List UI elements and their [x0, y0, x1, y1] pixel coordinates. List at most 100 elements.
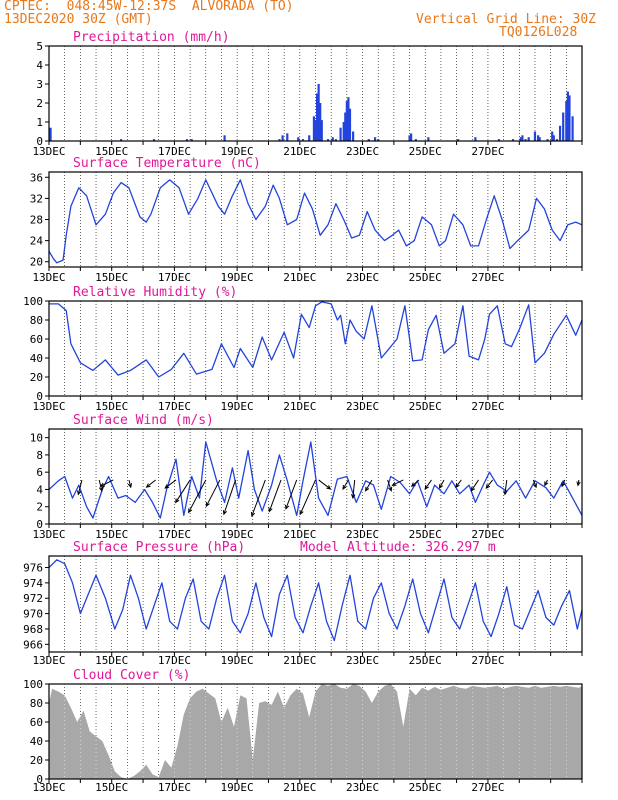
x-tick-label: 19DEC: [221, 528, 254, 541]
x-tick-label: 13DEC: [32, 400, 65, 413]
wind-arrow: [365, 479, 373, 492]
y-tick-label: 968: [23, 623, 43, 636]
x-tick-label: 25DEC: [409, 271, 442, 284]
wind-arrowhead: [424, 484, 429, 490]
series-line-wind: [48, 441, 583, 519]
x-tick-label: 23DEC: [346, 781, 379, 794]
precip-bar: [286, 133, 289, 141]
wind-arrow: [223, 479, 237, 515]
wind-arrowhead: [342, 484, 347, 490]
y-tick-label: 5: [36, 40, 43, 53]
precip-bar: [331, 137, 334, 141]
precip-bar: [120, 139, 123, 141]
precip-bar: [568, 95, 571, 141]
x-tick-label: 27DEC: [471, 781, 504, 794]
y-tick-label: 966: [23, 638, 43, 651]
wind-arrowhead: [285, 504, 290, 510]
precip-bar: [519, 137, 522, 141]
precip-bar: [185, 139, 189, 141]
y-tick-label: 972: [23, 592, 43, 605]
x-tick-label: 15DEC: [95, 654, 128, 667]
panel-pressure: 966 968 970 972 974 976 13DEC 15DEC 17DEC 19DEC 21…: [23, 540, 583, 667]
y-tick-label: 2: [36, 97, 43, 110]
panel-title: Surface Pressure (hPa): [73, 540, 245, 555]
y-tick-label: 40: [30, 352, 43, 365]
panel-precip: 0 1 2 3 4 5 13DEC 15DEC 17DEC 19DEC 21DEC 23DEC 25DE…: [32, 30, 583, 158]
x-tick-label: 21DEC: [283, 781, 316, 794]
y-tick-label: 974: [23, 577, 43, 590]
y-tick-label: 20: [30, 256, 43, 269]
y-tick-label: 20: [30, 754, 43, 767]
wind-arrow: [205, 479, 221, 507]
y-tick-label: 100: [23, 678, 43, 691]
precip-bar: [347, 97, 350, 141]
wind-arrow: [299, 479, 316, 515]
series-line-temp: [48, 179, 583, 264]
panel-frame: [48, 45, 583, 142]
wind-arrow: [387, 479, 392, 491]
y-tick-label: 40: [30, 735, 43, 748]
wind-arrowhead: [222, 510, 228, 516]
precip-bar: [317, 84, 320, 141]
x-tick-label: 13DEC: [32, 528, 65, 541]
precip-bar: [352, 131, 355, 141]
run-code: TQ0126L028: [499, 25, 578, 40]
y-tick-label: 32: [30, 192, 43, 205]
wind-arrowhead: [127, 483, 133, 489]
x-tick-label: 15DEC: [95, 528, 128, 541]
series-line-humidity: [49, 301, 583, 378]
y-tick-label: 10: [30, 432, 43, 445]
x-tick-label: 23DEC: [346, 654, 379, 667]
wind-arrow: [470, 479, 479, 492]
precip-bar: [223, 135, 226, 141]
wind-arrow: [392, 479, 404, 486]
x-tick-label: 27DEC: [471, 528, 504, 541]
panel-cloud: 0 20 40 60 80 100 13DEC 15DEC 17DEC 19DEC 21DEC 23D…: [23, 668, 583, 794]
y-tick-label: 6: [36, 466, 43, 479]
precip-bar: [566, 91, 569, 141]
wind-arrowhead: [145, 483, 151, 488]
wind-arrowhead: [250, 511, 256, 518]
precip-bar: [342, 122, 345, 141]
y-tick-label: 0: [36, 773, 43, 786]
y-tick-label: 2: [36, 501, 43, 514]
wind-arrowhead: [175, 498, 180, 504]
wind-arrow: [164, 479, 177, 489]
precip-bar: [281, 135, 284, 141]
precip-bar: [538, 137, 541, 141]
wind-arrowhead: [188, 508, 193, 514]
wind-arrowhead: [455, 483, 460, 489]
wind-arrow: [504, 479, 508, 495]
wind-arrowhead: [351, 494, 356, 500]
precip-bar: [373, 137, 377, 141]
precip-bar: [410, 133, 413, 141]
precip-bar: [278, 139, 281, 141]
wind-arrowhead: [503, 490, 508, 496]
wind-arrowhead: [576, 481, 581, 487]
wind-arrow: [128, 479, 132, 488]
panel-temp: 20 24 28 32 36 13DEC 15DEC 17DEC 19DEC 21DEC 23DEC…: [30, 156, 583, 284]
x-tick-label: 21DEC: [283, 400, 316, 413]
wind-arrowhead: [326, 485, 332, 490]
x-tick-label: 25DEC: [409, 781, 442, 794]
x-tick-label: 23DEC: [346, 400, 379, 413]
x-tick-label: 21DEC: [283, 528, 316, 541]
precip-bar: [537, 135, 540, 141]
wind-arrow: [100, 479, 114, 487]
precip-bar: [457, 139, 460, 141]
x-tick-label: 27DEC: [471, 400, 504, 413]
wind-arrowhead: [544, 481, 549, 487]
wind-arrow: [485, 479, 494, 489]
x-tick-label: 19DEC: [221, 654, 254, 667]
y-tick-label: 3: [36, 78, 43, 91]
wind-arrowhead: [205, 502, 210, 508]
wind-arrowhead: [438, 484, 444, 490]
panel-title: Surface Temperature (nC): [73, 156, 261, 171]
precip-bar: [474, 137, 477, 141]
x-tick-label: 27DEC: [471, 271, 504, 284]
panel-frame: [48, 428, 583, 525]
precip-bar: [565, 101, 568, 141]
precip-bar: [326, 139, 330, 141]
x-tick-label: 13DEC: [32, 271, 65, 284]
